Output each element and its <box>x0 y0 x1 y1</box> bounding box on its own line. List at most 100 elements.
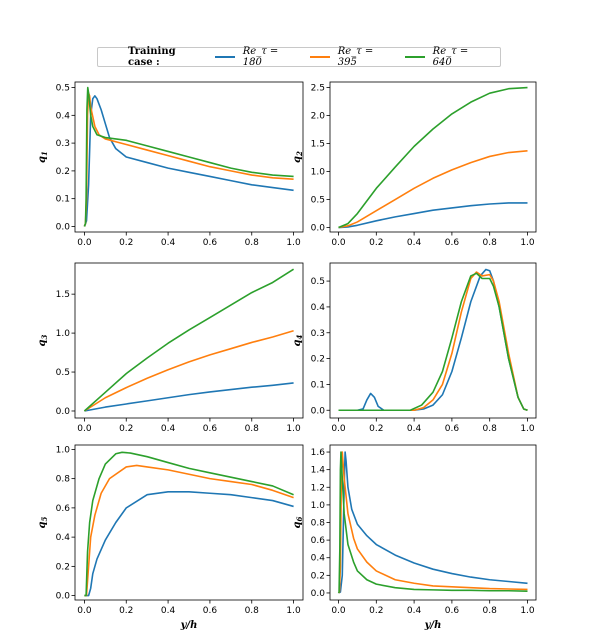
series-line-1 <box>338 202 528 229</box>
x-tick-label: 1.0 <box>286 606 301 616</box>
y-axis-label: q6 <box>292 516 304 528</box>
y-tick-label: 1.2 <box>311 483 325 493</box>
x-tick-label: 0.4 <box>407 424 422 434</box>
legend-entry-re395: Re_τ = 395 <box>310 46 385 68</box>
y-tick-label: 0.2 <box>56 562 70 572</box>
x-tick-label: 0.4 <box>161 606 176 616</box>
y-tick-label: 0.0 <box>56 592 71 602</box>
subplot-q4: 0.0 0.2 0.4 0.6 0.8 1.0 0.0 0.1 0.2 0.3 0.4 0.5 q4 <box>292 262 537 434</box>
y-tick-label: 1.6 <box>311 448 326 458</box>
x-tick-label: 1.0 <box>520 424 535 434</box>
y-tick-label: 0.3 <box>311 329 325 339</box>
y-tick-label: 2.5 <box>311 84 325 94</box>
series-line-1 <box>84 382 294 412</box>
series-line-2 <box>83 92 294 227</box>
x-tick-label: 0.8 <box>483 606 498 616</box>
y-tick-label: 0.2 <box>56 167 70 177</box>
series-line-1 <box>338 451 528 594</box>
x-tick-label: 0.8 <box>245 424 260 434</box>
x-tick-label: 0.8 <box>483 424 498 434</box>
y-tick-label: 0.8 <box>311 519 326 529</box>
x-tick-label: 0.6 <box>445 424 460 434</box>
legend-label: Re_τ = 640 <box>432 46 469 68</box>
x-tick-label: 0.2 <box>119 424 133 434</box>
legend-entry-re640: Re_τ = 640 <box>405 46 480 68</box>
series-line-3 <box>338 272 528 412</box>
legend-line-icon <box>310 56 330 58</box>
y-axis-label: q4 <box>292 334 304 346</box>
x-tick-label: 0.8 <box>245 238 260 248</box>
y-tick-label: 0.2 <box>311 355 325 365</box>
y-tick-label: 0.1 <box>56 195 70 205</box>
legend-entry-re180: Re_τ = 180 <box>215 46 290 68</box>
x-tick-label: 0.2 <box>369 424 383 434</box>
x-tick-label: 0.0 <box>331 424 346 434</box>
x-tick-label: 0.2 <box>369 238 383 248</box>
y-tick-label: 0.2 <box>311 571 325 581</box>
x-tick-label: 0.0 <box>331 238 346 248</box>
y-axis-label: q1 <box>37 151 49 163</box>
legend-line-icon <box>405 56 425 58</box>
x-axis-label: y/h <box>180 620 198 631</box>
x-tick-label: 0.4 <box>161 238 176 248</box>
x-tick-label: 0.8 <box>245 606 260 616</box>
legend: Training case : Re_τ = 180 Re_τ = 395 Re… <box>97 46 501 68</box>
series-line-2 <box>338 271 528 412</box>
x-tick-label: 0.2 <box>119 238 133 248</box>
x-tick-label: 0.6 <box>445 606 460 616</box>
x-tick-label: 0.6 <box>203 606 218 616</box>
y-tick-label: 1.4 <box>311 466 326 476</box>
y-tick-label: 0.4 <box>56 533 71 543</box>
subplot-q3: 0.0 0.2 0.4 0.6 0.8 1.0 0.0 0.5 1.0 1.5 q3 <box>37 262 304 434</box>
y-tick-label: 0.5 <box>311 196 325 206</box>
x-tick-label: 0.4 <box>407 606 422 616</box>
series-line-3 <box>83 86 294 227</box>
y-tick-label: 1.0 <box>56 329 71 339</box>
series-line-2 <box>337 451 528 594</box>
series-line-1 <box>84 490 294 597</box>
y-tick-label: 0.0 <box>56 222 71 232</box>
subplot-q6: 0.0 0.2 0.4 0.6 0.8 1.0 0.0 0.2 0.4 0.6 0.8 1.0 1.2 1… <box>292 444 537 631</box>
y-tick-label: 0.4 <box>56 111 71 121</box>
y-tick-label: 1.0 <box>311 168 326 178</box>
subplot-q1: 0.0 0.2 0.4 0.6 0.8 1.0 0.0 0.1 0.2 0.3 0.4 0.5 q1 <box>37 81 304 248</box>
y-tick-label: 0.0 <box>311 224 326 234</box>
y-tick-label: 0.0 <box>311 589 326 599</box>
series-line-2 <box>84 464 294 597</box>
x-tick-label: 0.2 <box>369 606 383 616</box>
legend-label: Re_τ = 395 <box>337 46 374 68</box>
y-tick-label: 0.8 <box>56 475 71 485</box>
y-tick-label: 1.5 <box>311 140 325 150</box>
x-tick-label: 0.8 <box>483 238 498 248</box>
x-tick-label: 1.0 <box>520 606 535 616</box>
y-tick-label: 0.6 <box>311 536 326 546</box>
x-tick-label: 0.2 <box>119 606 133 616</box>
x-tick-label: 0.0 <box>77 424 92 434</box>
y-tick-label: 0.5 <box>56 84 70 94</box>
legend-title: Training case : <box>128 46 176 68</box>
x-tick-label: 0.0 <box>77 606 92 616</box>
series-line-1 <box>338 268 528 412</box>
y-axis-label: q3 <box>37 334 49 346</box>
axes-frame <box>329 81 537 233</box>
x-axis-label: y/h <box>424 620 442 631</box>
y-tick-label: 1.0 <box>311 501 326 511</box>
series-line-2 <box>338 150 528 229</box>
y-axis-label: q2 <box>292 151 304 163</box>
legend-label: Re_τ = 180 <box>242 46 279 68</box>
x-tick-label: 1.0 <box>520 238 535 248</box>
series-line-3 <box>337 451 528 594</box>
y-tick-label: 0.0 <box>311 406 326 416</box>
x-tick-label: 0.6 <box>445 238 460 248</box>
series-line-3 <box>338 86 528 229</box>
x-tick-label: 1.0 <box>286 238 301 248</box>
x-tick-label: 0.0 <box>77 238 92 248</box>
x-tick-label: 0.4 <box>407 238 422 248</box>
legend-line-icon <box>215 56 235 58</box>
subplot-q2: 0.0 0.2 0.4 0.6 0.8 1.0 0.0 0.5 1.0 1.5 2.0 2.5 q2 <box>292 81 537 248</box>
axes-frame <box>74 262 304 419</box>
x-tick-label: 1.0 <box>286 424 301 434</box>
y-tick-label: 0.0 <box>56 407 71 417</box>
series-line-3 <box>83 268 295 412</box>
